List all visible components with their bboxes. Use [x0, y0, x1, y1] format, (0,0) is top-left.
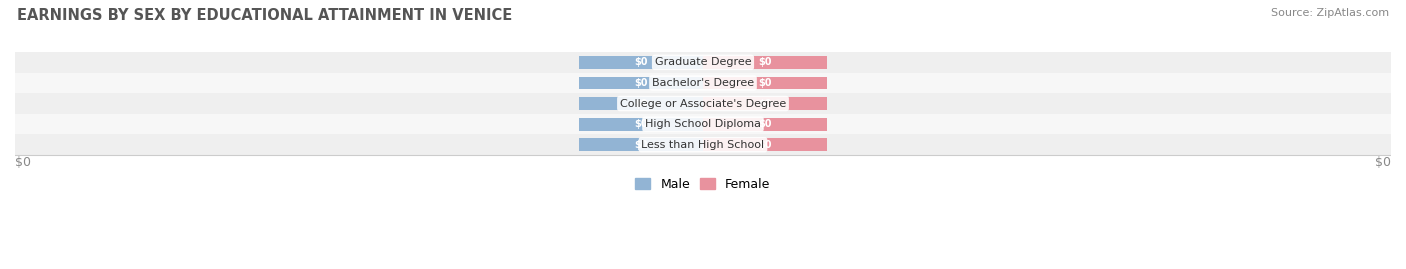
Text: Source: ZipAtlas.com: Source: ZipAtlas.com	[1271, 8, 1389, 18]
Bar	[15, 134, 1391, 155]
Text: $0: $0	[15, 156, 31, 169]
Text: Graduate Degree: Graduate Degree	[655, 57, 751, 67]
Text: Bachelor's Degree: Bachelor's Degree	[652, 78, 754, 88]
Bar	[15, 114, 1391, 134]
Text: $0: $0	[758, 98, 772, 109]
Text: $0: $0	[1375, 156, 1391, 169]
Bar	[703, 56, 827, 69]
Bar	[15, 93, 1391, 114]
Bar	[703, 97, 827, 110]
Bar	[579, 56, 703, 69]
Text: $0: $0	[758, 140, 772, 150]
Text: $0: $0	[758, 78, 772, 88]
Text: $0: $0	[634, 78, 648, 88]
Legend: Male, Female: Male, Female	[630, 173, 776, 196]
Text: High School Diploma: High School Diploma	[645, 119, 761, 129]
Bar	[15, 52, 1391, 73]
Text: EARNINGS BY SEX BY EDUCATIONAL ATTAINMENT IN VENICE: EARNINGS BY SEX BY EDUCATIONAL ATTAINMEN…	[17, 8, 512, 23]
Text: $0: $0	[758, 119, 772, 129]
Bar	[703, 77, 827, 89]
Bar	[15, 73, 1391, 93]
Text: Less than High School: Less than High School	[641, 140, 765, 150]
Bar	[579, 77, 703, 89]
Text: College or Associate's Degree: College or Associate's Degree	[620, 98, 786, 109]
Bar	[703, 118, 827, 130]
Text: $0: $0	[634, 140, 648, 150]
Text: $0: $0	[758, 57, 772, 67]
Bar	[579, 138, 703, 151]
Text: $0: $0	[634, 98, 648, 109]
Bar	[579, 118, 703, 130]
Bar	[579, 97, 703, 110]
Bar	[703, 138, 827, 151]
Text: $0: $0	[634, 119, 648, 129]
Text: $0: $0	[634, 57, 648, 67]
